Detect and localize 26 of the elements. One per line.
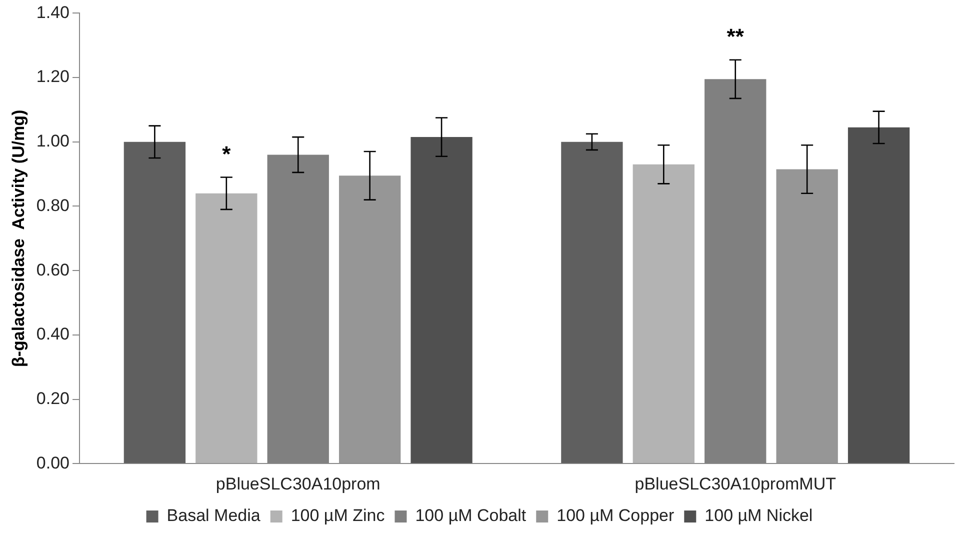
x-tick-label: pBlueSLC30A10prom [216, 474, 380, 494]
bar [196, 193, 258, 464]
bar [410, 137, 472, 464]
y-tick-label: 1.20 [36, 67, 70, 86]
y-tick-label: 0.60 [36, 260, 70, 280]
bar [632, 164, 694, 464]
x-tick-label: pBlueSLC30A10promMUT [634, 474, 836, 494]
y-axis-title: β-galactosidase Activity (U/mg) [8, 110, 28, 368]
y-tick-label: 0.80 [36, 196, 70, 215]
y-tick-label: 0.20 [36, 388, 70, 408]
legend-label: 100 µM Copper [556, 506, 674, 526]
bar [848, 127, 910, 464]
y-tick-label: 0.40 [36, 324, 70, 344]
annotation: ** [726, 24, 744, 49]
annotation: * [222, 141, 232, 166]
y-tick-label: 0.00 [36, 453, 70, 472]
legend-label: Basal Media [166, 506, 261, 526]
bar [776, 169, 838, 464]
bar [338, 176, 401, 464]
y-tick-label: 1.40 [36, 2, 70, 22]
y-tick-label: 1.00 [36, 132, 70, 151]
legend-label: 100 µM Zinc [290, 506, 386, 526]
legend-label: 100 µM Cobalt [415, 506, 526, 526]
legend-label: 100 µM Nickel [704, 506, 813, 526]
bar [561, 142, 623, 464]
bar [124, 142, 186, 464]
